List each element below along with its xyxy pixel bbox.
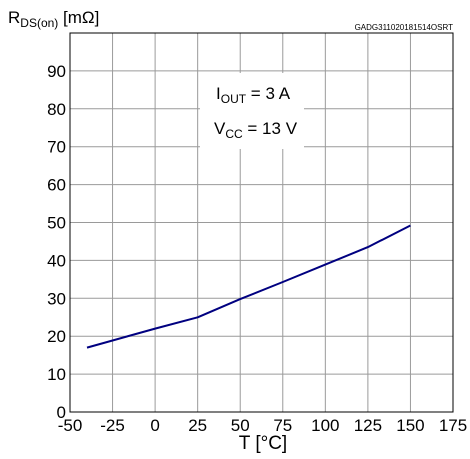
series-line	[87, 226, 410, 348]
y-tick-label: 70	[47, 138, 66, 157]
y-tick-label: 30	[47, 289, 66, 308]
document-id: GADG311020181514OSRT	[355, 23, 454, 32]
y-tick-label: 40	[47, 251, 66, 270]
x-tick-label: -25	[100, 416, 125, 435]
y-axis-label-main: R	[8, 8, 20, 27]
x-tick-label: 125	[354, 416, 382, 435]
data-series	[87, 226, 410, 348]
y-tick-label: 80	[47, 100, 66, 119]
x-tick-label: 100	[311, 416, 339, 435]
y-tick-label: 10	[47, 365, 66, 384]
x-tick-label: 150	[396, 416, 424, 435]
x-tick-label: 25	[188, 416, 207, 435]
x-tick-label: -50	[58, 416, 83, 435]
y-tick-label: 20	[47, 327, 66, 346]
condition-annotations: IOUT = 3 A VCC = 13 V	[200, 73, 304, 149]
y-tick-label: 50	[47, 214, 66, 233]
y-tick-label: 60	[47, 176, 66, 195]
y-axis-label-sub: DS(on)	[20, 16, 58, 30]
y-tick-label: 90	[47, 62, 66, 81]
x-tick-label: 0	[150, 416, 159, 435]
x-axis-label: T [°C]	[239, 433, 287, 454]
x-tick-label: 175	[439, 416, 467, 435]
y-axis-label: RDS(on) [mΩ]	[8, 8, 99, 30]
y-axis-label-unit: [mΩ]	[58, 8, 99, 27]
